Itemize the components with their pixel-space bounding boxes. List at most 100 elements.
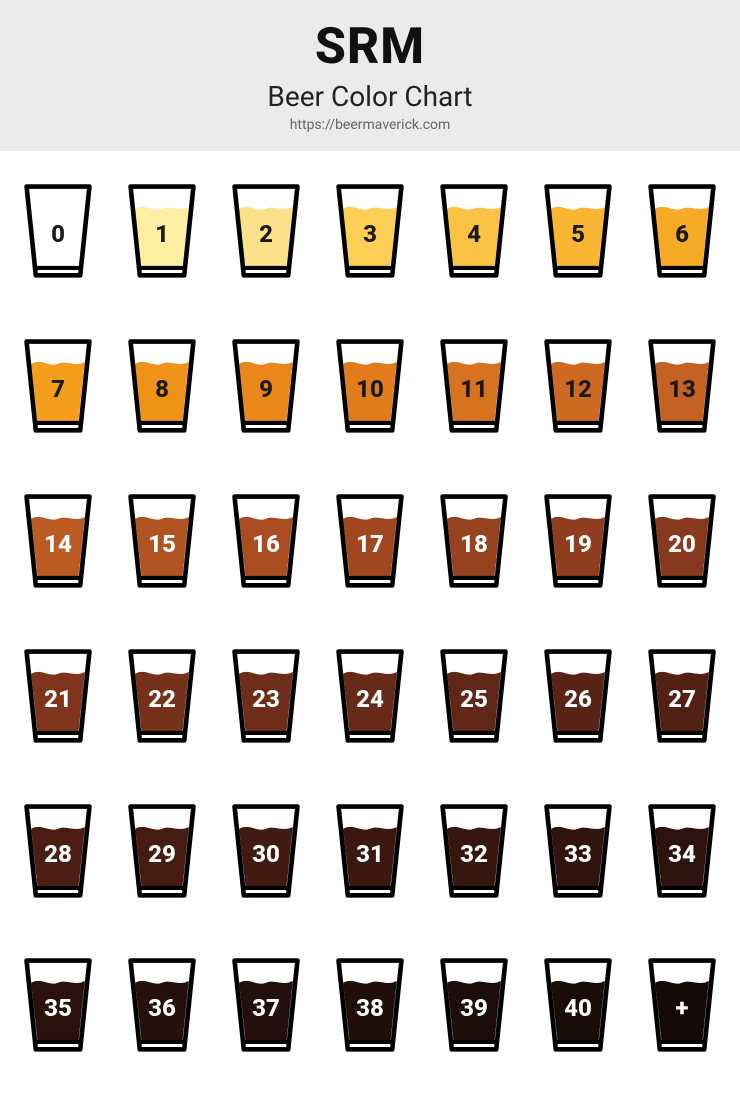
srm-swatch: 27 [644,646,720,746]
srm-swatch: 33 [540,801,616,901]
beer-glass-icon: 25 [437,646,511,746]
srm-swatch: 1 [124,181,200,281]
srm-swatch: 37 [228,955,304,1055]
beer-glass-icon: 9 [229,336,303,436]
srm-swatch: 29 [124,801,200,901]
svg-text:14: 14 [44,530,72,558]
beer-glass-icon: 2 [229,181,303,281]
beer-glass-icon: 6 [645,181,719,281]
beer-glass-icon: 38 [333,955,407,1055]
srm-swatch: 12 [540,336,616,436]
page-title: SRM [0,18,740,76]
svg-text:18: 18 [460,530,488,558]
svg-text:+: + [676,994,689,1022]
srm-swatch: 5 [540,181,616,281]
beer-glass-icon: 20 [645,491,719,591]
srm-swatch: 15 [124,491,200,591]
svg-text:28: 28 [44,840,72,868]
beer-glass-icon: 17 [333,491,407,591]
beer-glass-icon: 40 [541,955,615,1055]
srm-swatch: 19 [540,491,616,591]
beer-glass-icon: 22 [125,646,199,746]
srm-swatch: 4 [436,181,512,281]
beer-glass-icon: 33 [541,801,615,901]
beer-glass-icon: 7 [21,336,95,436]
beer-glass-icon: 4 [437,181,511,281]
svg-text:27: 27 [668,685,696,713]
beer-glass-icon: 15 [125,491,199,591]
beer-glass-icon: 37 [229,955,303,1055]
svg-text:22: 22 [148,685,176,713]
beer-glass-icon: 12 [541,336,615,436]
beer-glass-icon: 32 [437,801,511,901]
srm-swatch: 21 [20,646,96,746]
svg-text:20: 20 [668,530,696,558]
beer-glass-icon: 14 [21,491,95,591]
svg-text:30: 30 [252,840,280,868]
beer-glass-icon: 13 [645,336,719,436]
srm-swatch: 11 [436,336,512,436]
source-url: https://beermaverick.com [0,117,740,133]
srm-swatch: 31 [332,801,408,901]
beer-glass-icon: 3 [333,181,407,281]
svg-text:3: 3 [363,220,377,248]
srm-swatch: 6 [644,181,720,281]
beer-glass-icon: + [645,955,719,1055]
beer-glass-icon: 10 [333,336,407,436]
srm-swatch: 22 [124,646,200,746]
srm-swatch: 35 [20,955,96,1055]
svg-text:36: 36 [148,994,176,1022]
beer-glass-icon: 29 [125,801,199,901]
beer-glass-icon: 34 [645,801,719,901]
svg-text:19: 19 [564,530,592,558]
svg-text:12: 12 [564,375,592,403]
header: SRM Beer Color Chart https://beermaveric… [0,0,740,151]
svg-text:26: 26 [564,685,592,713]
srm-swatch: 8 [124,336,200,436]
beer-glass-icon: 27 [645,646,719,746]
srm-swatch: 26 [540,646,616,746]
beer-glass-icon: 8 [125,336,199,436]
beer-glass-icon: 36 [125,955,199,1055]
svg-text:25: 25 [460,685,488,713]
srm-swatch: 20 [644,491,720,591]
srm-swatch: 32 [436,801,512,901]
svg-text:24: 24 [356,685,384,713]
srm-swatch: 16 [228,491,304,591]
beer-glass-icon: 11 [437,336,511,436]
srm-swatch: 38 [332,955,408,1055]
srm-swatch: 2 [228,181,304,281]
srm-swatch: 17 [332,491,408,591]
srm-swatch: 3 [332,181,408,281]
srm-swatch: 23 [228,646,304,746]
beer-glass-icon: 18 [437,491,511,591]
srm-swatch: 14 [20,491,96,591]
svg-text:29: 29 [148,840,176,868]
svg-text:17: 17 [356,530,384,558]
svg-text:13: 13 [668,375,696,403]
svg-text:11: 11 [460,375,488,403]
srm-swatch: 7 [20,336,96,436]
svg-text:37: 37 [252,994,280,1022]
srm-swatch: 39 [436,955,512,1055]
srm-swatch: 28 [20,801,96,901]
svg-text:35: 35 [44,994,72,1022]
svg-text:1: 1 [155,220,169,248]
svg-text:33: 33 [564,840,592,868]
svg-text:21: 21 [44,685,72,713]
svg-text:15: 15 [148,530,176,558]
beer-glass-icon: 24 [333,646,407,746]
srm-swatch: 13 [644,336,720,436]
srm-chart-grid: 0 1 2 3 4 [0,151,740,1095]
srm-swatch: 36 [124,955,200,1055]
beer-glass-icon: 21 [21,646,95,746]
beer-glass-icon: 39 [437,955,511,1055]
svg-text:31: 31 [356,840,384,868]
beer-glass-icon: 31 [333,801,407,901]
svg-text:39: 39 [460,994,488,1022]
svg-text:32: 32 [460,840,488,868]
beer-glass-icon: 19 [541,491,615,591]
srm-swatch: 24 [332,646,408,746]
srm-swatch: 34 [644,801,720,901]
srm-swatch: 18 [436,491,512,591]
